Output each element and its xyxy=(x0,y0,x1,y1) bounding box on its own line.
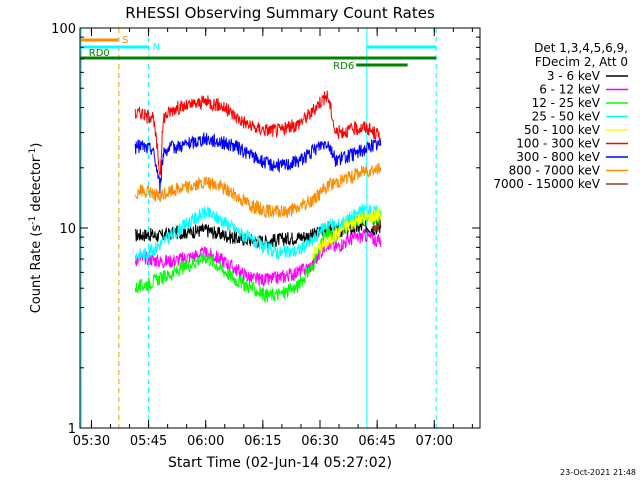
legend-label: 3 - 6 keV xyxy=(547,69,601,83)
y-axis-label-tail: detector xyxy=(29,156,44,216)
series-100-300-kev xyxy=(134,90,381,176)
legend: Det 1,3,4,5,6,9, FDecim 2, Att 0 3 - 6 k… xyxy=(493,41,628,191)
series-trace xyxy=(311,207,381,260)
legend-label: 50 - 100 keV xyxy=(524,123,601,137)
axes: 05:30 05:45 06:00 06:15 06:30 06:45 07:00 1 10 10… xyxy=(51,22,480,449)
legend-label: 100 - 300 keV xyxy=(516,137,600,151)
series-7000-15000-kev xyxy=(372,219,382,232)
y-axis-label-sup2: -1 xyxy=(28,148,38,157)
plot-area: S N RD0 RD6 xyxy=(80,28,437,428)
legend-label: 300 - 800 keV xyxy=(516,150,600,164)
x-axis-label: Start Time (02-Jun-14 05:27:02) xyxy=(168,455,392,471)
x-tick-label: 07:00 xyxy=(416,434,453,449)
series-800-7000-kev xyxy=(134,162,382,219)
series-300-800-kev xyxy=(134,132,382,194)
series-trace xyxy=(134,90,381,176)
legend-header-line-1: Det 1,3,4,5,6,9, xyxy=(534,41,628,55)
x-tick-label: 05:45 xyxy=(130,434,167,449)
chart-title: RHESSI Observing Summary Count Rates xyxy=(125,4,435,22)
flag-label-s: S xyxy=(122,35,128,46)
legend-label: 800 - 7000 keV xyxy=(509,164,601,178)
series-trace xyxy=(372,219,382,232)
flag-label-rd6: RD6 xyxy=(333,61,354,72)
x-tick-label: 05:30 xyxy=(73,434,110,449)
series-50-100-kev xyxy=(311,207,381,260)
y-axis-label-main: Count Rate (s xyxy=(29,225,44,314)
x-tick-label: 06:00 xyxy=(187,434,224,449)
y-axis-label-sup1: -1 xyxy=(28,216,38,225)
series-trace xyxy=(134,228,382,287)
legend-label: 12 - 25 keV xyxy=(532,96,601,110)
y-tick-label: 100 xyxy=(51,22,76,37)
timestamp: 23-Oct-2021 21:48 xyxy=(560,468,636,477)
legend-label: 25 - 50 keV xyxy=(532,110,601,124)
y-tick-label: 10 xyxy=(59,222,76,237)
x-tick-label: 06:15 xyxy=(244,434,281,449)
series-trace xyxy=(134,203,382,263)
series-trace xyxy=(134,162,382,219)
series-trace xyxy=(134,132,382,194)
legend-label: 7000 - 15000 keV xyxy=(493,177,600,191)
flag-label-rd0: RD0 xyxy=(89,48,110,59)
series-6-12-kev xyxy=(134,228,382,287)
flag-label-n: N xyxy=(153,42,160,53)
y-axis-label: Count Rate (s-1 detector-1) xyxy=(28,143,44,314)
x-tick-label: 06:45 xyxy=(358,434,395,449)
y-tick-label: 1 xyxy=(68,422,76,437)
series-25-50-kev xyxy=(134,203,382,263)
legend-label: 6 - 12 keV xyxy=(539,83,601,97)
legend-header-line-2: FDecim 2, Att 0 xyxy=(535,55,628,69)
y-axis-label-close: ) xyxy=(29,143,44,148)
x-tick-label: 06:30 xyxy=(301,434,338,449)
